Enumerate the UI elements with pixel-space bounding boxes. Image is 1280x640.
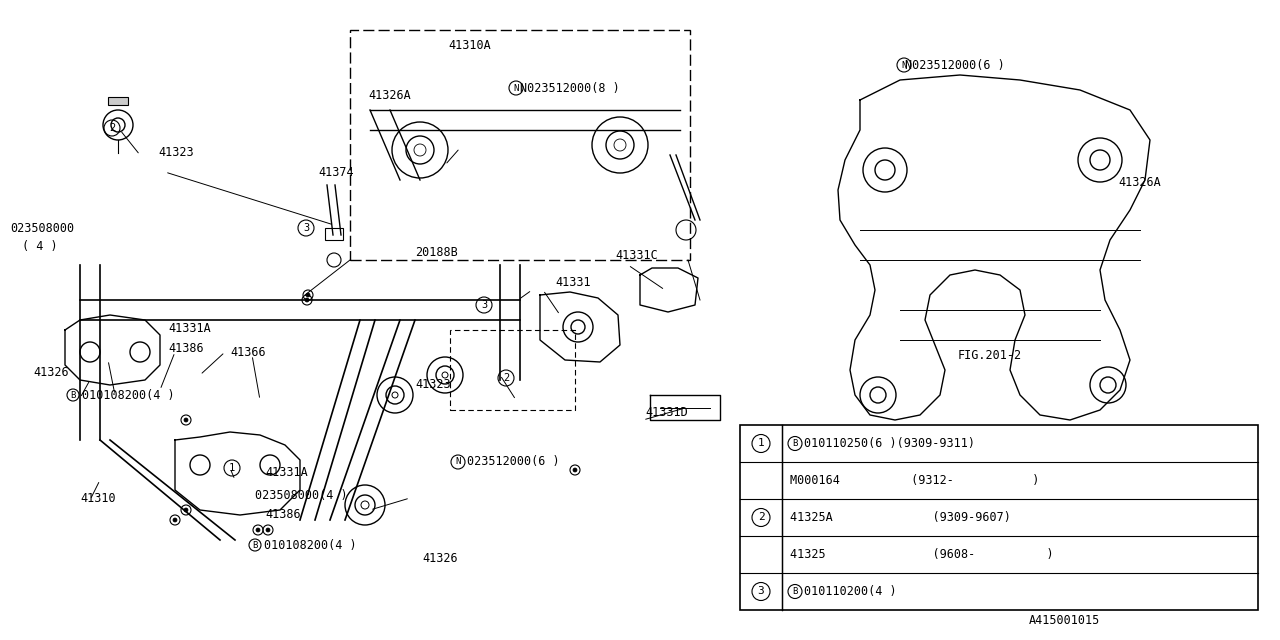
Text: 41331: 41331: [556, 275, 590, 289]
Text: 3: 3: [758, 586, 764, 596]
Text: N: N: [456, 458, 461, 467]
Text: 2: 2: [109, 123, 115, 133]
Text: 1: 1: [758, 438, 764, 449]
Text: 41366: 41366: [230, 346, 266, 358]
Text: 41326: 41326: [33, 365, 69, 378]
Text: 41386: 41386: [168, 342, 204, 355]
Bar: [451, 330, 575, 410]
Text: 2: 2: [758, 513, 764, 522]
Text: 41326: 41326: [422, 552, 458, 564]
Text: 20188B: 20188B: [415, 246, 458, 259]
Text: 3: 3: [481, 300, 488, 310]
Text: 023508000(4 ): 023508000(4 ): [255, 488, 348, 502]
Text: 41323: 41323: [415, 378, 451, 392]
Text: 41325A              (9309-9607): 41325A (9309-9607): [790, 511, 1011, 524]
Bar: [108, 97, 128, 105]
Text: 41326A: 41326A: [369, 88, 411, 102]
Circle shape: [184, 508, 188, 512]
Text: 3: 3: [303, 223, 310, 233]
Bar: [325, 228, 343, 240]
Text: 41310: 41310: [81, 492, 115, 504]
Text: ( 4 ): ( 4 ): [22, 239, 58, 253]
Text: 41331A: 41331A: [265, 465, 307, 479]
Text: A415001015: A415001015: [1029, 614, 1100, 627]
Text: 010108200(4 ): 010108200(4 ): [264, 538, 357, 552]
Text: B: B: [252, 541, 257, 550]
Text: 023512000(6 ): 023512000(6 ): [467, 456, 559, 468]
Circle shape: [173, 518, 177, 522]
Text: 41326A: 41326A: [1117, 175, 1161, 189]
Circle shape: [256, 528, 260, 532]
Bar: [740, 425, 1258, 610]
Circle shape: [184, 418, 188, 422]
Text: N023512000(8 ): N023512000(8 ): [520, 81, 620, 95]
Text: FIG.201-2: FIG.201-2: [957, 349, 1023, 362]
Circle shape: [305, 298, 308, 302]
Text: 41374: 41374: [317, 166, 353, 179]
Circle shape: [266, 528, 270, 532]
Text: 41331C: 41331C: [614, 248, 658, 262]
Text: B: B: [792, 587, 797, 596]
Text: B: B: [70, 390, 76, 399]
Circle shape: [573, 468, 577, 472]
Text: 023508000: 023508000: [10, 221, 74, 234]
Text: 2: 2: [503, 373, 509, 383]
Text: N023512000(6 ): N023512000(6 ): [905, 58, 1005, 72]
Text: 010110250(6 )(9309-9311): 010110250(6 )(9309-9311): [804, 437, 975, 450]
Text: M000164          (9312-           ): M000164 (9312- ): [790, 474, 1039, 487]
Text: 41331D: 41331D: [645, 406, 687, 419]
Text: N: N: [513, 83, 518, 93]
Text: 41310A: 41310A: [448, 38, 490, 51]
Text: 1: 1: [229, 463, 236, 473]
Text: B: B: [792, 439, 797, 448]
Text: 41331A: 41331A: [168, 321, 211, 335]
Text: 41323: 41323: [157, 145, 193, 159]
Circle shape: [306, 293, 310, 297]
Text: 010110200(4 ): 010110200(4 ): [804, 585, 896, 598]
Text: 010108200(4 ): 010108200(4 ): [82, 388, 174, 401]
Text: 41325               (9608-          ): 41325 (9608- ): [790, 548, 1053, 561]
Text: 41386: 41386: [265, 509, 301, 522]
Text: N: N: [901, 61, 906, 70]
Bar: [349, 30, 690, 260]
